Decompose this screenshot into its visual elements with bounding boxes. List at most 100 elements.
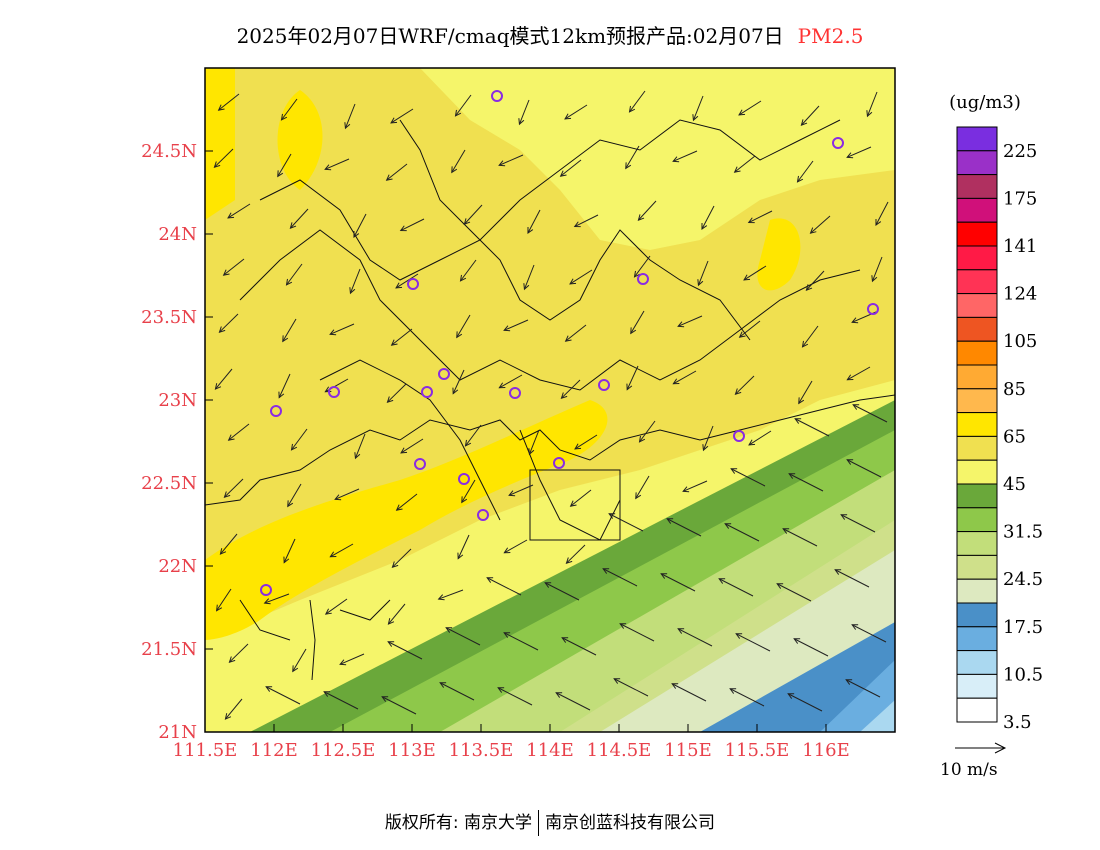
wind-arrow-head (628, 105, 636, 113)
footer: 版权所有: 南京大学 南京创蓝科技有限公司 (0, 808, 1100, 836)
wind-arrow (455, 94, 472, 117)
x-axis: 111.5E 112E 112.5E 113E 113.5E 114E 114.5E 115E… (173, 724, 850, 761)
wind-arrow (561, 637, 597, 656)
wind-arrow (218, 93, 240, 111)
monitoring-station-marker (598, 379, 610, 391)
wind-arrow-head (564, 113, 572, 120)
wind-arrow (677, 315, 703, 327)
wind-arrow-head (724, 523, 732, 529)
wind-arrow (220, 533, 238, 555)
x-tick-label: 115.5E (725, 740, 790, 761)
wind-arrow (701, 205, 715, 230)
wind-arrow (391, 328, 413, 346)
wind-arrow (215, 368, 233, 390)
wind-arrow (847, 366, 871, 381)
wind-arrow-head (329, 551, 337, 558)
wind-arrow (564, 104, 588, 120)
wind-arrow-head (702, 444, 709, 452)
wind-arrow (344, 103, 356, 129)
colorbar-label: 3.5 (1003, 712, 1032, 733)
wind-arrow-head (574, 443, 582, 450)
wind-arrow-head (846, 152, 854, 159)
wind-arrow-head (738, 331, 746, 338)
colorbar-swatch (956, 602, 998, 628)
wind-arrow (457, 534, 470, 559)
wind-arrow (286, 263, 303, 286)
border-4 (319, 359, 621, 541)
wind-arrow (503, 319, 529, 331)
colorbar-swatch (956, 340, 998, 366)
wind-arrow (499, 374, 523, 389)
colorbar-label: 124 (1003, 284, 1037, 305)
wind-arrow-head (324, 164, 332, 171)
wind-arrow (224, 478, 244, 498)
wind-arrow-head (677, 321, 685, 328)
wind-arrow-head (386, 396, 394, 403)
wind-arrow (396, 493, 418, 511)
wind-arrow-head (748, 439, 756, 446)
wind-arrow (748, 430, 772, 446)
wind-arrow-head (503, 547, 511, 554)
wind-arrow-head (619, 623, 627, 629)
wind-arrow-head (800, 119, 808, 126)
wind-arrow (461, 479, 476, 503)
colorbar-swatch (956, 221, 998, 247)
wind-arrow (776, 583, 812, 602)
wind-arrow-head (809, 227, 817, 234)
wind-arrow (626, 365, 639, 390)
wind-arrow (392, 548, 412, 568)
wind-arrow (748, 210, 773, 224)
x-tick-label: 112.5E (311, 740, 376, 761)
wind-arrow (330, 543, 354, 558)
wind-arrow-head (228, 656, 236, 663)
wind-arrow (702, 425, 714, 451)
colorbar-swatch (956, 364, 998, 390)
wind-arrow (325, 598, 348, 615)
wind-arrow-head (638, 435, 646, 443)
y-tick-label: 24N (158, 224, 197, 245)
wind-arrow (565, 324, 587, 342)
wind-arrow-head (776, 583, 784, 589)
wind-arrow (566, 544, 586, 564)
wind-arrow-head (227, 212, 235, 219)
wind-arrow-head (747, 217, 755, 224)
monitoring-station-marker (553, 457, 565, 469)
wind-arrow-head (503, 632, 511, 638)
wind-arrow (290, 208, 309, 229)
x-tick-label: 111.5E (173, 740, 238, 761)
wind-arrow (801, 105, 820, 126)
wind-arrow-head (456, 331, 463, 339)
wind-arrow (292, 648, 307, 672)
wind-arrow-head (399, 225, 407, 232)
colorbar-label: 85 (1003, 379, 1026, 400)
wind-arrow-head (672, 378, 680, 385)
wind-arrow (278, 373, 291, 398)
wind-arrow-head (451, 166, 458, 174)
wind-arrow-head (354, 452, 361, 460)
footer-separator (538, 810, 540, 836)
wind-arrow-head (782, 528, 790, 534)
wind-arrow (438, 589, 464, 600)
wind-arrow (569, 269, 593, 285)
wind-arrow (214, 148, 234, 168)
wind-arrow (291, 428, 308, 451)
wind-arrow (527, 209, 541, 234)
wind-arrow (227, 203, 251, 219)
wind-arrow-head (400, 447, 408, 454)
wind-arrow (324, 158, 350, 170)
wind-arrow (602, 568, 638, 587)
wind-arrow-head (224, 713, 232, 720)
wind-arrow-head (339, 659, 347, 666)
wind-arrow-head (733, 166, 741, 173)
wind-arrow-head (214, 383, 222, 390)
wind-arrow (834, 569, 870, 588)
y-tick-label: 23.5N (141, 307, 197, 328)
wind-arrow (445, 627, 481, 646)
field-10-5 (700, 622, 895, 732)
wind-arrow (619, 623, 655, 642)
colorbar-swatch (956, 197, 998, 223)
wind-arrow-head (637, 214, 645, 221)
wind-arrow-head (497, 687, 505, 693)
wind-arrow-head (287, 500, 294, 508)
wind-arrow (400, 218, 425, 232)
